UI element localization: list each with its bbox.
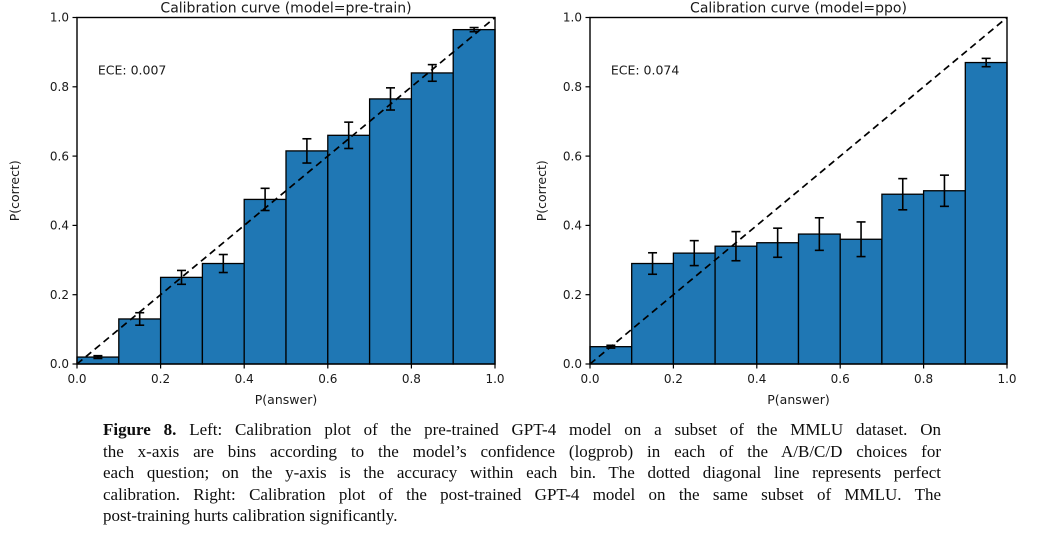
error-bar-bin-2 [177, 269, 186, 286]
y-tick-label: 0.2 [50, 288, 69, 302]
y-axis-label: P(correct) [534, 160, 549, 221]
x-tick-label: 0.8 [914, 372, 933, 386]
caption-line: each question; on the y-axis is the accu… [103, 463, 941, 483]
x-tick-label: 0.4 [747, 372, 766, 386]
y-tick-label: 0.4 [50, 219, 69, 233]
bar-bin-9 [452, 28, 496, 365]
error-bar-bin-1 [135, 311, 145, 326]
caption-line: post-training hurts calibration signific… [103, 506, 398, 526]
x-axis-label: P(answer) [767, 392, 829, 407]
calibration-chart-pretrain: 0.0 0.2 0.4 0.6 0.8 1.0 0.0 0.2 0.4 0.6 0.8 1.0 Cali… [7, 1, 505, 408]
ece-annotation: ECE: 0.007 [98, 63, 166, 78]
y-tick-label: 0.4 [563, 219, 582, 233]
error-bar-bin-9 [981, 57, 991, 68]
bar-bin-3 [201, 262, 245, 365]
x-tick-label: 0.0 [67, 372, 86, 386]
error-bar-bin-8 [427, 63, 437, 83]
error-bar-bin-3 [731, 230, 741, 262]
perfect-calibration-line [76, 16, 496, 365]
bar-bin-4 [243, 198, 287, 365]
caption-line: Figure 8. Left: Calibration plot of the … [103, 419, 941, 441]
y-tick-label: 0.8 [563, 80, 582, 94]
error-bar-bin-5 [814, 216, 824, 252]
caption-line: the x-axis are bins according to the mod… [103, 441, 941, 461]
error-bar-bin-0 [606, 344, 616, 349]
caption-line: calibration. Right: Calibration plot of … [103, 484, 941, 504]
bar-bin-4 [756, 242, 800, 365]
y-axis-label: P(correct) [7, 160, 22, 221]
x-tick-label: 0.6 [831, 372, 850, 386]
y-tick-label: 0.2 [563, 288, 582, 302]
y-tick-label: 0.8 [50, 80, 69, 94]
error-bar-bin-6 [856, 221, 866, 258]
error-bar-bin-6 [344, 121, 354, 150]
x-tick-label: 0.2 [664, 372, 683, 386]
y-tick-label: 0.6 [563, 149, 582, 163]
y-tick-label: 0.6 [50, 149, 69, 163]
bar-bin-5 [285, 150, 329, 365]
error-bar-bin-7 [386, 87, 395, 111]
bar-bin-3 [714, 245, 758, 365]
x-tick-label: 0.4 [235, 372, 254, 386]
x-tick-label: 1.0 [997, 372, 1016, 386]
chart-title: Calibration curve (model=ppo) [690, 1, 907, 17]
bar-bin-2 [672, 252, 716, 365]
y-tick-label: 1.0 [563, 11, 582, 25]
bar-bin-8 [410, 72, 454, 365]
x-tick-label: 0.6 [318, 372, 337, 386]
bar-bin-8 [922, 190, 966, 365]
error-bar-bin-4 [773, 227, 783, 259]
chart-title: Calibration curve (model=pre-train) [160, 1, 411, 17]
error-bar-bin-2 [689, 239, 699, 267]
y-tick-label: 0.0 [563, 357, 582, 371]
y-tick-label: 1.0 [50, 11, 69, 25]
x-tick-label: 0.8 [402, 372, 421, 386]
error-bar-bin-9 [469, 26, 479, 33]
x-tick-label: 1.0 [485, 372, 504, 386]
error-bar-bin-1 [648, 251, 658, 276]
error-bar-bin-4 [260, 187, 270, 212]
error-bar-bin-3 [218, 253, 228, 274]
bar-bin-6 [839, 238, 883, 365]
calibration-chart-ppo: 0.0 0.2 0.4 0.6 0.8 1.0 0.0 0.2 0.4 0.6 0.8 1.0 Cali… [534, 1, 1017, 408]
y-tick-label: 0.0 [50, 357, 69, 371]
bar-bin-0 [589, 346, 633, 365]
x-axis-label: P(answer) [255, 392, 317, 407]
bar-bin-6 [327, 134, 371, 365]
ece-annotation: ECE: 0.074 [611, 63, 680, 78]
caption-text: Left: Calibration plot of the pre-traine… [189, 420, 942, 439]
error-bar-bin-5 [302, 137, 312, 164]
perfect-calibration-line [589, 16, 1008, 365]
bar-bin-9 [964, 61, 1008, 365]
figure-caption: Figure 8. Left: Calibration plot of the … [103, 419, 941, 527]
charts-row: 0.0 0.2 0.4 0.6 0.8 1.0 0.0 0.2 0.4 0.6 0.8 1.0 Cali… [7, 1, 1017, 408]
caption-label: Figure 8. [103, 420, 177, 439]
x-tick-label: 0.2 [151, 372, 170, 386]
bar-bin-7 [368, 98, 413, 365]
bar-bin-5 [797, 233, 841, 365]
bar-bin-7 [881, 193, 925, 365]
plot-border [76, 16, 496, 365]
error-bar-bin-0 [93, 354, 103, 360]
error-bar-bin-8 [939, 174, 949, 208]
bar-bin-1 [631, 262, 675, 365]
plot-border [589, 16, 1008, 365]
x-tick-label: 0.0 [580, 372, 599, 386]
error-bar-bin-7 [898, 177, 908, 211]
